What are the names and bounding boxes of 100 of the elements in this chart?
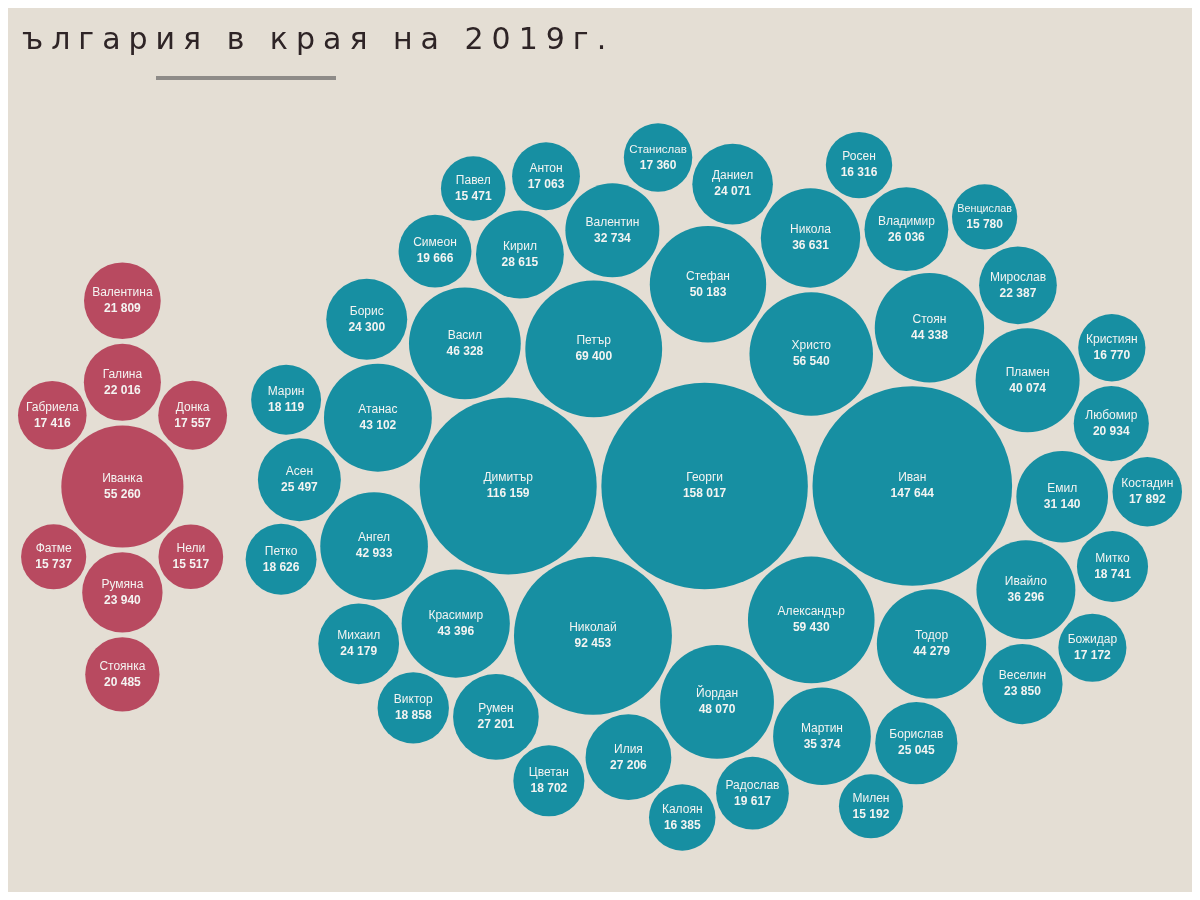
data-label: 22 387	[999, 285, 1037, 300]
data-label: 56 540	[792, 354, 830, 369]
category-label: Виктор	[393, 692, 433, 707]
data-label: 32 734	[594, 230, 632, 245]
category-label: Божидар	[1067, 632, 1118, 647]
category-label: Илия	[614, 741, 643, 756]
category-label: Васил	[447, 327, 483, 342]
category-label: Донка	[175, 399, 210, 414]
category-label: Борислав	[889, 727, 944, 742]
category-label: Йордан	[696, 685, 739, 701]
category-label: Милен	[852, 790, 890, 805]
category-label: Радослав	[725, 777, 780, 792]
data-label: 28 615	[501, 254, 539, 269]
category-label: Антон	[529, 160, 563, 175]
data-label: 22 016	[104, 382, 142, 397]
data-label: 15 737	[35, 557, 73, 572]
data-label: 147 644	[890, 486, 935, 501]
data-label: 27 206	[610, 757, 648, 772]
data-label: 44 338	[911, 328, 949, 343]
category-label: Цветан	[528, 765, 569, 780]
category-label: Митко	[1095, 550, 1130, 565]
data-label: 116 159	[486, 486, 530, 501]
data-label: 59 430	[792, 620, 830, 635]
data-label: 20 934	[1092, 423, 1130, 438]
category-label: Валентина	[92, 285, 153, 300]
data-label: 15 517	[172, 557, 210, 572]
category-label: Христо	[791, 338, 832, 353]
category-label: Александър	[777, 604, 846, 619]
category-label: Румен	[478, 701, 514, 716]
category-label: Мирослав	[989, 269, 1047, 284]
data-label: 16 770	[1093, 348, 1131, 363]
data-label: 18 741	[1094, 566, 1132, 581]
category-label: Фатме	[35, 541, 72, 556]
data-label: 17 416	[33, 415, 71, 430]
data-label: 92 453	[574, 636, 612, 651]
data-label: 43 102	[359, 418, 397, 433]
category-label: Петър	[576, 333, 612, 348]
category-label: Никола	[790, 222, 832, 237]
category-label: Галина	[102, 366, 143, 381]
category-label: Румяна	[101, 576, 144, 591]
data-label: 17 063	[527, 176, 565, 191]
data-label: 15 780	[966, 217, 1004, 232]
category-label: Калоян	[661, 801, 703, 816]
data-label: 35 374	[803, 736, 841, 751]
data-label: 18 858	[394, 708, 432, 723]
data-label: 19 617	[734, 793, 772, 808]
category-label: Петко	[264, 543, 298, 558]
data-label: 20 485	[104, 674, 142, 689]
category-label: Асен	[285, 464, 314, 479]
data-label: 24 300	[348, 319, 386, 334]
category-label: Симеон	[413, 235, 457, 250]
category-label: Иванка	[102, 470, 143, 485]
category-label: Стоян	[912, 312, 947, 327]
category-label: Валентин	[585, 214, 640, 229]
category-label: Костадин	[1121, 475, 1174, 490]
data-label: 48 070	[698, 702, 736, 717]
data-label: 15 192	[852, 806, 890, 821]
data-label: 24 071	[714, 184, 752, 199]
data-label: 17 892	[1128, 491, 1166, 506]
category-label: Стоянка	[99, 658, 146, 673]
category-label: Росен	[842, 149, 876, 164]
data-label: 21 809	[104, 301, 142, 316]
category-label: Пламен	[1005, 364, 1050, 379]
category-label: Нели	[176, 541, 206, 556]
category-label: Марин	[267, 384, 305, 399]
category-label: Ангел	[358, 530, 391, 545]
data-label: 17 172	[1074, 648, 1112, 663]
data-label: 46 328	[446, 343, 484, 358]
data-label: 44 279	[913, 644, 951, 659]
category-label: Кристиян	[1085, 332, 1138, 347]
data-label: 16 316	[840, 165, 878, 180]
data-label: 23 850	[1004, 684, 1042, 699]
category-label: Веселин	[998, 668, 1047, 683]
category-label: Атанас	[358, 402, 398, 417]
category-label: Красимир	[428, 607, 484, 622]
data-label: 25 045	[897, 743, 935, 758]
category-label: Тодор	[914, 628, 949, 643]
data-label: 24 179	[340, 644, 378, 659]
data-label: 40 074	[1009, 380, 1047, 395]
category-label: Иван	[898, 470, 927, 485]
category-label: Димитър	[483, 470, 534, 485]
category-label: Николай	[569, 620, 617, 635]
data-label: 69 400	[575, 349, 613, 364]
data-label: 26 036	[888, 229, 926, 244]
category-label: Михаил	[337, 628, 381, 643]
text: ългария в края на 2019г.	[22, 20, 615, 58]
category-label: Любомир	[1085, 407, 1138, 422]
data-label: 50 183	[689, 284, 727, 299]
data-label: 18 119	[268, 400, 305, 415]
data-label: 158 017	[682, 486, 727, 501]
category-label: Павел	[455, 172, 491, 187]
category-label: Даниел	[711, 168, 754, 183]
category-label: Борис	[349, 303, 384, 318]
data-label: 19 666	[416, 251, 454, 266]
category-label: Георги	[686, 470, 723, 485]
data-label: 18 626	[262, 559, 300, 574]
category-label: Емил	[1047, 481, 1078, 496]
category-label: Мартин	[800, 720, 843, 735]
data-label: 15 471	[454, 188, 492, 203]
category-label: Владимир	[877, 213, 936, 228]
